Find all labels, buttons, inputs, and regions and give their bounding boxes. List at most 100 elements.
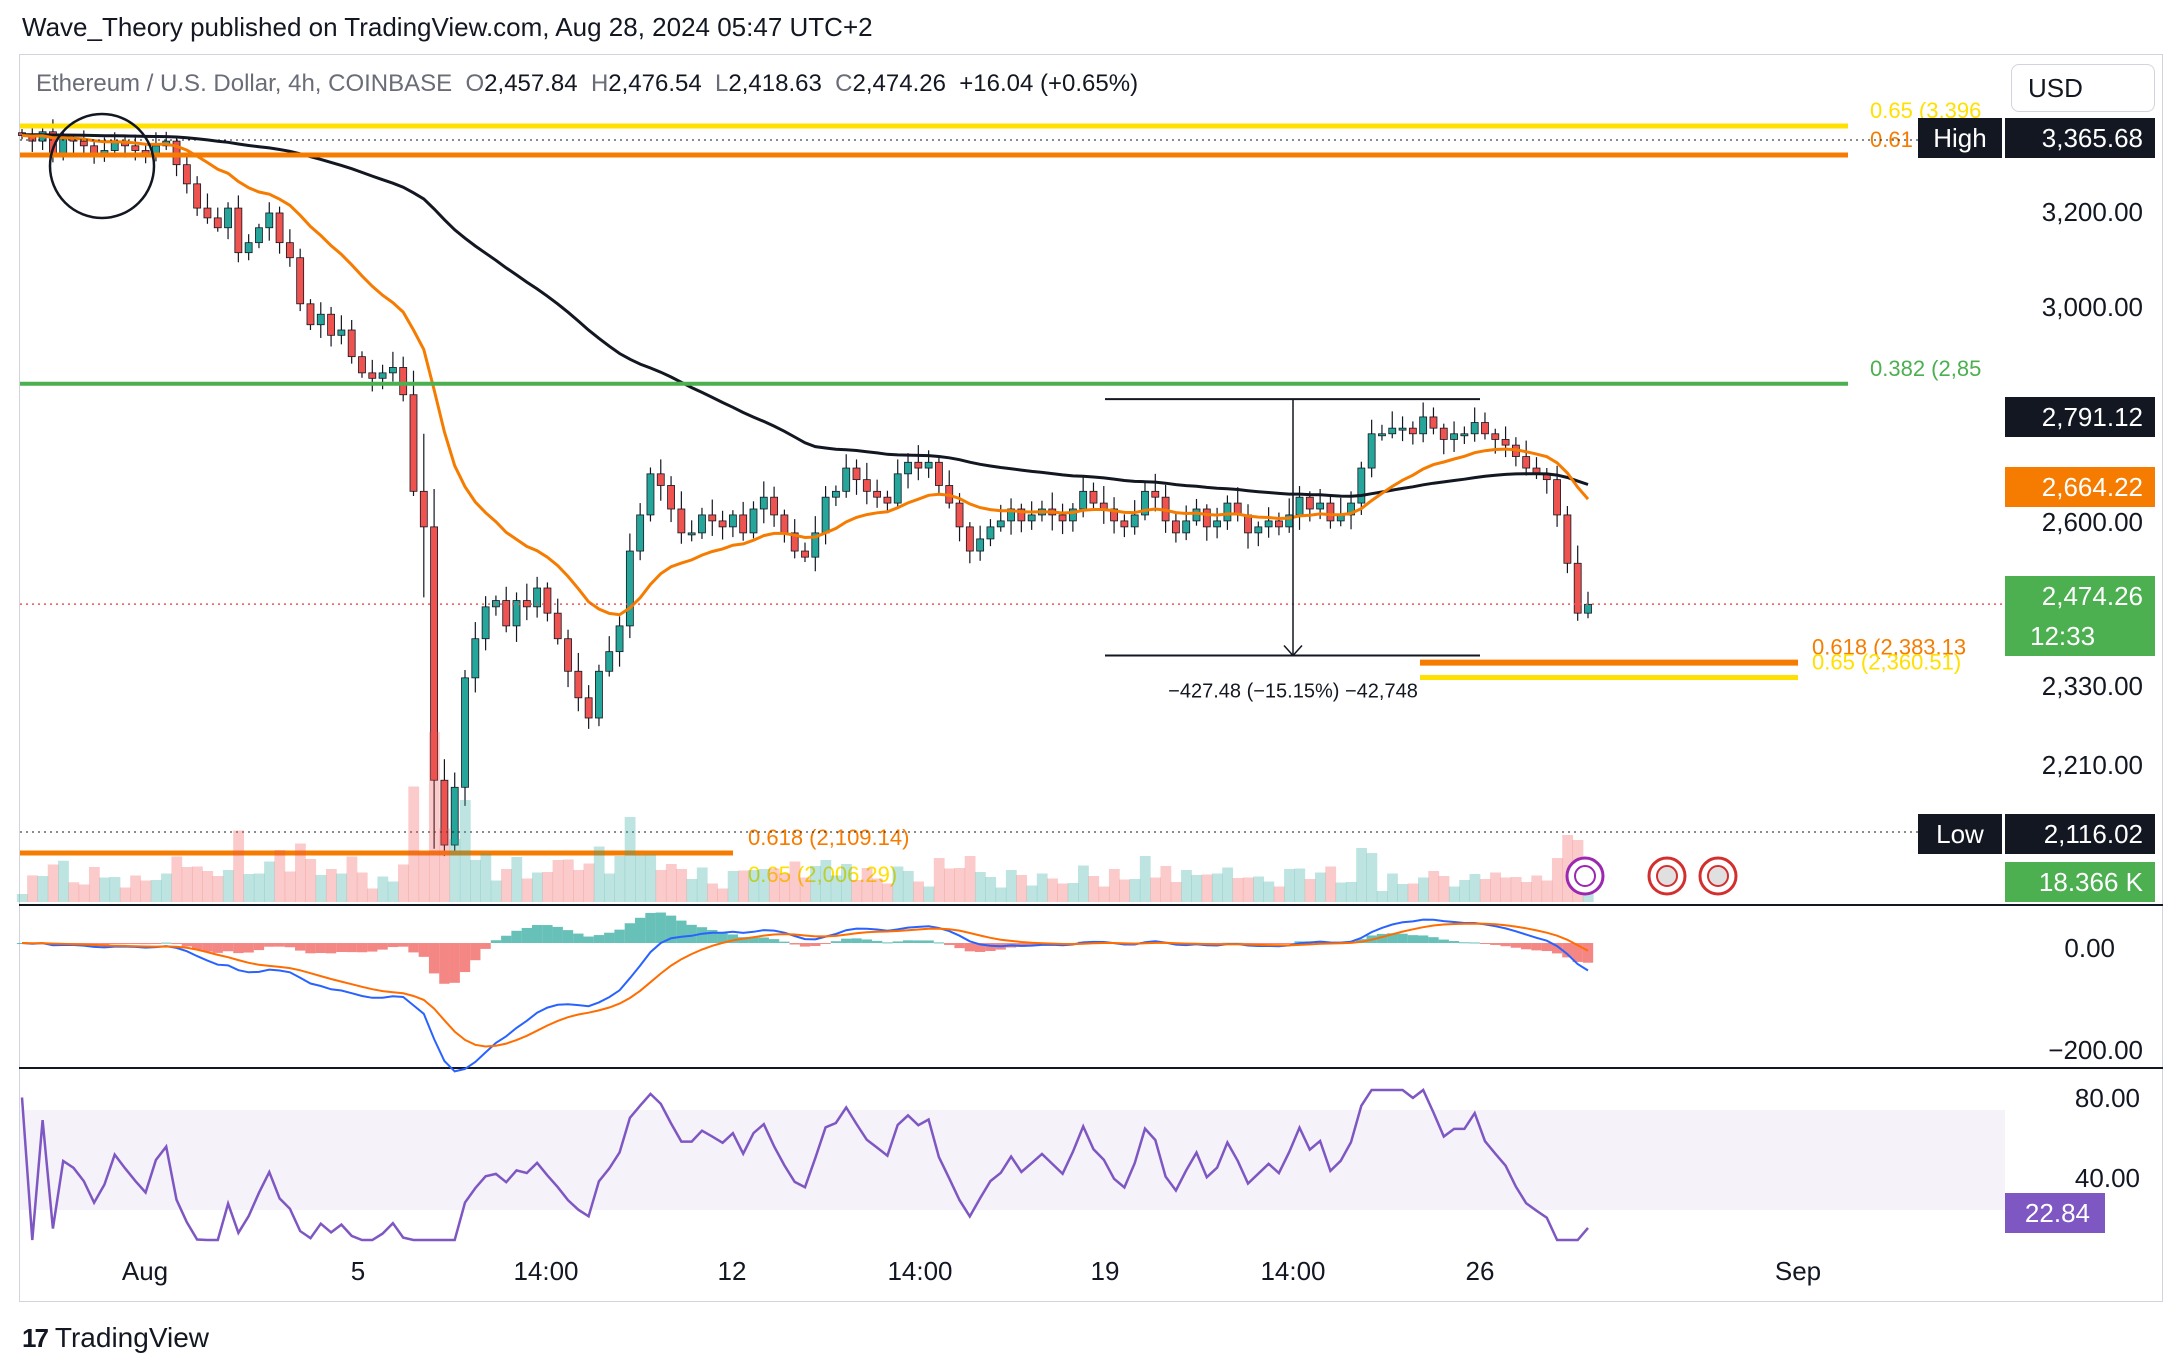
macd-bar (1510, 943, 1522, 948)
volume-bar (954, 868, 966, 902)
high-tag-label-box (1918, 118, 2002, 158)
macd-bar (871, 940, 883, 944)
macd-bar (212, 943, 223, 953)
volume-bar (367, 888, 378, 902)
volume-bar (1376, 891, 1388, 902)
volume-bar (109, 877, 121, 902)
macd-bar (150, 943, 162, 945)
tradingview-logo[interactable]: 17 TradingView (22, 1322, 209, 1354)
candle (203, 207, 212, 219)
candle (1367, 433, 1376, 469)
candle (440, 779, 449, 846)
candle (1089, 490, 1098, 504)
volume-bar (480, 853, 492, 902)
macd-bar (789, 943, 800, 945)
candle (1491, 433, 1500, 440)
volume-bar (1448, 886, 1460, 902)
candle (471, 638, 480, 679)
macd-bar (933, 942, 945, 944)
macd-bar (841, 938, 852, 944)
chart-frame (19, 54, 2163, 1302)
volume-bar (202, 871, 214, 902)
fib-level-label: 0.65 (2,006.29) (748, 862, 897, 887)
signal-line (21, 922, 1589, 1048)
volume-bar (758, 869, 770, 902)
candle (1439, 427, 1448, 440)
volume-bar (408, 786, 420, 902)
candle (873, 490, 882, 498)
candles (18, 119, 1592, 857)
candle (1460, 433, 1469, 437)
volume-bar (264, 861, 275, 902)
candle (358, 356, 366, 374)
candle (914, 461, 923, 469)
volume-bar (501, 869, 512, 902)
volume-bar (861, 868, 873, 902)
candle (1553, 479, 1561, 516)
high-label: H (590, 70, 609, 97)
candle (368, 372, 377, 379)
candle (1213, 520, 1222, 528)
macd-bar (1407, 935, 1419, 944)
macd-bar (398, 943, 409, 947)
candle (728, 514, 737, 528)
ema200-line (21, 133, 1589, 498)
candle (1357, 467, 1366, 504)
macd-bar (696, 927, 708, 944)
candle (1171, 520, 1180, 534)
volume-bar (212, 876, 224, 902)
candle (378, 372, 387, 379)
macd-bar (748, 937, 759, 944)
x-axis-tick-label: 19 (1091, 1256, 1120, 1286)
low-label: L (715, 70, 729, 97)
macd-bar (799, 943, 811, 947)
macd-bar (130, 943, 141, 945)
macd-bar (645, 912, 656, 944)
candle (1110, 508, 1118, 522)
volume-bar (1521, 882, 1532, 902)
volume-bar (789, 861, 801, 902)
low-tag-label-box (1918, 814, 2002, 854)
candle (646, 473, 655, 516)
candle (244, 242, 253, 254)
macd-bar (284, 943, 296, 948)
macd-bar (635, 917, 646, 944)
volume-bar (398, 864, 409, 902)
volume-bar (933, 858, 945, 902)
macd-axis-label: −200.00 (2048, 1035, 2143, 1065)
macd-bar (820, 943, 831, 945)
macd-axis-label: 0.00 (2064, 933, 2115, 963)
volume-bar (511, 857, 523, 902)
macd-bar (202, 943, 213, 952)
volume-bar (1273, 886, 1285, 902)
candle (615, 625, 624, 653)
candle (285, 242, 294, 259)
volume-bar (1356, 848, 1367, 902)
macd-bar (305, 943, 316, 954)
candle (1398, 427, 1407, 431)
macd-bar (439, 943, 450, 984)
x-axis-tick-label: 14:00 (1260, 1256, 1325, 1286)
volume-bar (1098, 886, 1110, 902)
volume-bar (171, 856, 183, 902)
volume-bar (428, 732, 440, 902)
volume-tag (2005, 862, 2155, 902)
y-axis-tick-label: 3,200.00 (2042, 197, 2143, 227)
volume-bar (1490, 872, 1501, 902)
volume-bar (27, 875, 38, 902)
macd-bar (191, 943, 203, 950)
candle (965, 526, 974, 552)
crypto-event-icon (1565, 856, 1605, 896)
last-price-tag-value: 2,474.26 (2042, 581, 2143, 611)
fib-level-label: 0.61 (1870, 127, 1913, 152)
volume-bar (738, 870, 749, 902)
currency-button[interactable]: USD (2011, 64, 2155, 112)
macd-bar (387, 943, 399, 948)
volume-bar (583, 863, 595, 902)
candle (564, 638, 572, 672)
macd-bar (295, 943, 306, 951)
volume-bar (1036, 873, 1048, 902)
candle (306, 303, 315, 326)
symbol-name[interactable]: Ethereum / U.S. Dollar, 4h, COINBASE (36, 70, 453, 97)
